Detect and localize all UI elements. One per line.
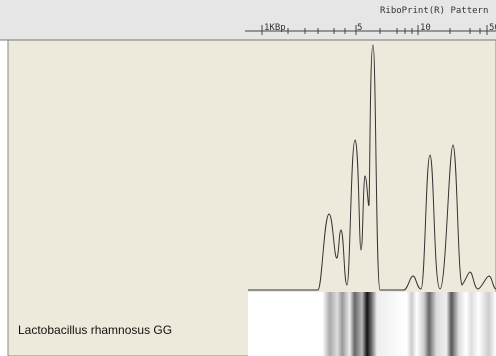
riboprint-view: RiboPrint(R) Pattern 1KBp 5 10 50 Lactob… (0, 0, 496, 356)
sample-label: Lactobacillus rhamnosus GG (18, 323, 172, 337)
band-image (248, 292, 496, 356)
scale-label: 10 (420, 23, 431, 33)
scale-label: 5 (357, 23, 362, 33)
header-title: RiboPrint(R) Pattern (380, 6, 488, 16)
scale-label: 1KBp (264, 23, 286, 33)
page: RiboPrint(R) Pattern 1KBp 5 10 50 Lactob… (0, 0, 496, 356)
scale-label: 50 (489, 23, 496, 33)
